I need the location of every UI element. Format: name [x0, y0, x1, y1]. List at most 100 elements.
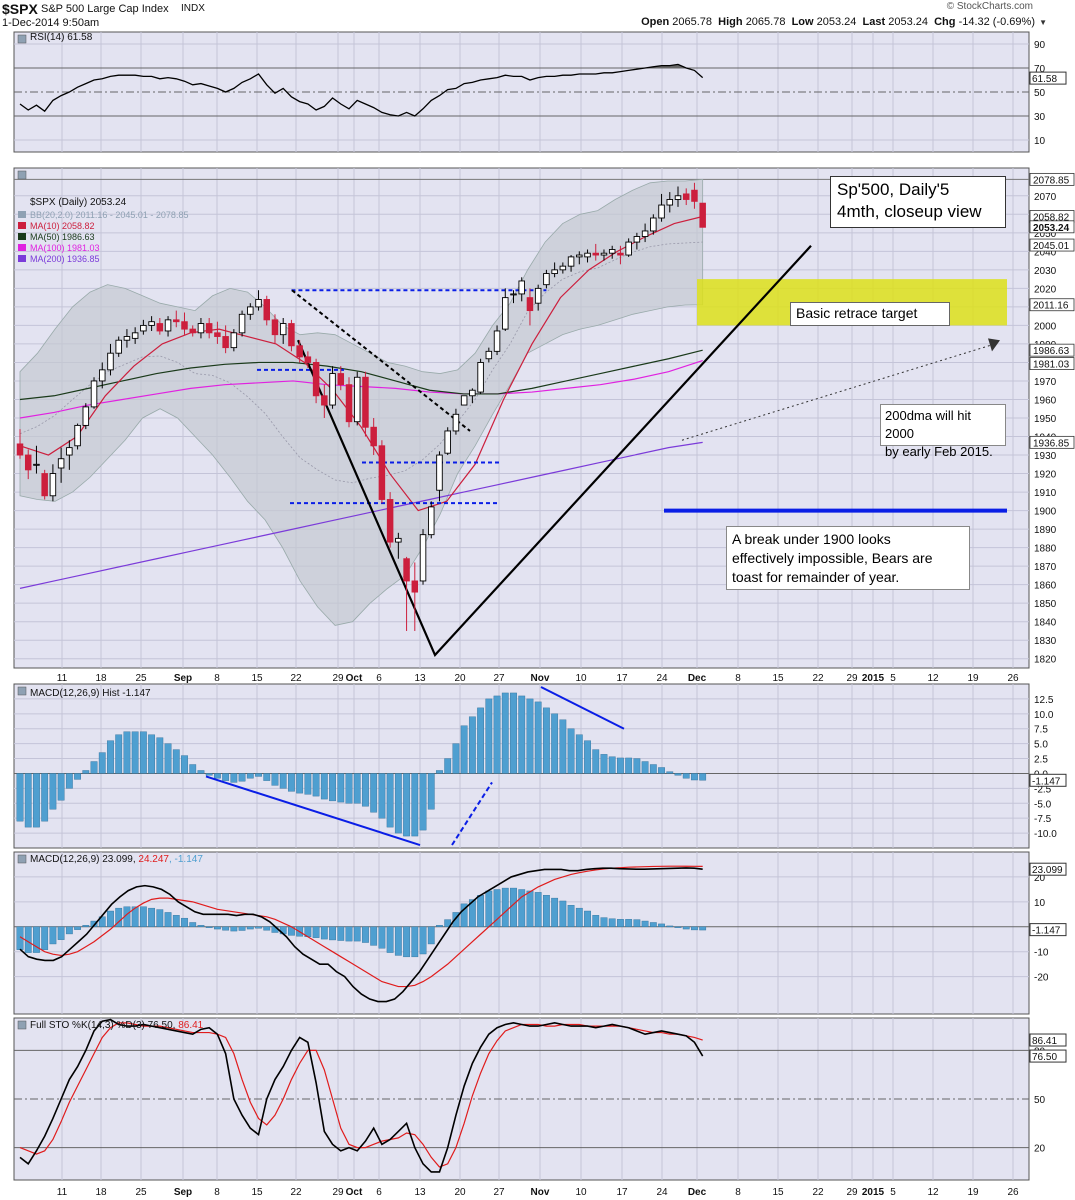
price-value-label: 2045.01 — [1033, 241, 1070, 252]
price-tick-label: 1930 — [1034, 451, 1057, 462]
candle-body — [321, 395, 328, 406]
hist-last-label: -1.147 — [1032, 776, 1061, 787]
x-label-bottom: Dec — [688, 1187, 707, 1198]
candle-body — [115, 339, 122, 354]
candle-body — [90, 380, 98, 408]
macd-hist-bar — [584, 910, 591, 927]
macd-hist-bar — [649, 922, 657, 927]
x-label-top: Nov — [531, 673, 550, 684]
rsi-last-label: 61.58 — [1032, 74, 1057, 85]
macd-hist-bar — [131, 906, 139, 927]
macd-hist-bar — [658, 923, 665, 927]
macd-hist-bar — [411, 926, 419, 958]
hist-bar — [296, 773, 304, 794]
x-label-bottom: 29 — [846, 1187, 858, 1198]
low-value: 2053.24 — [816, 16, 857, 28]
hist-title: MACD(12,26,9) Hist -1.147 — [30, 688, 151, 699]
dropdown-arrow-icon[interactable]: ▼ — [1039, 18, 1047, 27]
x-label-bottom: 20 — [454, 1187, 466, 1198]
dma-note: 200dma will hit 2000 by early Feb 2015. — [880, 404, 1006, 459]
hist-bar — [559, 719, 567, 774]
index-name: S&P 500 Large Cap Index — [41, 3, 169, 15]
price-value-label: 1986.63 — [1033, 346, 1070, 357]
macd-hist-bar — [543, 895, 550, 927]
candle-body — [345, 384, 353, 423]
rsi-line — [19, 63, 704, 117]
price-tick-label: 1860 — [1034, 581, 1057, 592]
candle-body — [173, 319, 180, 323]
macd-hist-bar — [526, 890, 534, 927]
price-value-label: 2058.82 — [1033, 212, 1070, 223]
hist-bar — [49, 773, 57, 810]
price-value-box — [1029, 435, 1075, 449]
candle-body — [395, 537, 402, 543]
price-value-box — [1029, 298, 1075, 312]
hist-bar — [263, 773, 271, 781]
price-value-box — [1029, 357, 1075, 370]
macd-hist-bar — [699, 926, 707, 931]
rsi-tick-label: 10 — [1034, 136, 1046, 147]
hist-bar — [320, 773, 328, 800]
sto-title: Full STO %K(14,3) %D(3) 76.50, 86.41 — [30, 1020, 204, 1031]
price-tick-label: 1970 — [1034, 377, 1057, 388]
price-legend-item: MA(10) 2058.82 — [30, 221, 95, 231]
hist-bar — [444, 758, 452, 774]
macd-hist-bar — [419, 926, 427, 955]
hist-bar — [641, 761, 649, 774]
symbol-title: $SPX — [2, 1, 38, 17]
macd-hist-bar — [90, 920, 98, 927]
hist-bar — [164, 743, 172, 774]
chg-value: -14.32 (-0.69%) — [958, 16, 1035, 28]
macd-hist-bar — [633, 919, 641, 927]
macd-hist-bar — [666, 925, 674, 928]
macd-tick-label: 10 — [1034, 898, 1046, 909]
annotation-title-box: Sp'500, Daily'5 4mth, closeup view — [830, 176, 1006, 228]
macd-hist-bar — [312, 926, 320, 938]
candle-body — [444, 430, 451, 454]
x-label-top: 22 — [812, 673, 824, 684]
hist-bar — [658, 767, 665, 774]
hist-bar — [682, 773, 690, 779]
candle-body — [419, 534, 427, 582]
hist-divergence-line-1 — [205, 775, 421, 846]
hist-divergence-line-2 — [451, 781, 493, 846]
rsi-tick-label: 50 — [1034, 88, 1046, 99]
macd-hist-bar — [33, 926, 40, 953]
candle-body — [699, 202, 706, 228]
x-label-top: 29 — [332, 673, 344, 684]
macd-hist-bar — [181, 917, 188, 927]
x-label-top: 17 — [616, 673, 628, 684]
candle-body — [386, 499, 394, 543]
candle-body — [263, 299, 271, 321]
low-label: Low — [791, 16, 814, 28]
macd-hist-bar — [205, 926, 213, 928]
macd-hist-bar — [74, 926, 81, 930]
candle-body — [518, 280, 525, 295]
macd-hist-bar — [559, 900, 567, 927]
hist-bar — [625, 757, 633, 774]
hist-bar — [33, 773, 40, 828]
hist-tick-label: 10.0 — [1034, 710, 1054, 721]
candle-body — [16, 443, 24, 456]
hist-tick-label: -7.5 — [1034, 814, 1052, 825]
candle-body — [691, 189, 698, 202]
candle-body — [600, 252, 608, 256]
candle-body — [469, 389, 476, 397]
hist-bar — [452, 743, 460, 774]
candle-body — [164, 319, 172, 332]
hist-bar — [24, 773, 32, 828]
x-label-bottom: 12 — [927, 1187, 939, 1198]
macd-line — [19, 867, 703, 1003]
candle-body — [189, 328, 196, 334]
macd-hist-bar — [477, 895, 484, 927]
macd-hist-bar — [485, 890, 493, 927]
hist-bar — [370, 773, 378, 813]
macd-title-signal: 24.247 — [138, 854, 169, 865]
candle-body — [682, 193, 690, 200]
hist-bar — [205, 773, 213, 776]
macd-hist-bar — [551, 897, 559, 927]
panel-legend-icon — [17, 854, 27, 864]
macd-hist-bar — [600, 917, 608, 927]
datetime: 1-Dec-2014 9:50am — [2, 17, 100, 29]
x-label-top: 15 — [251, 673, 263, 684]
